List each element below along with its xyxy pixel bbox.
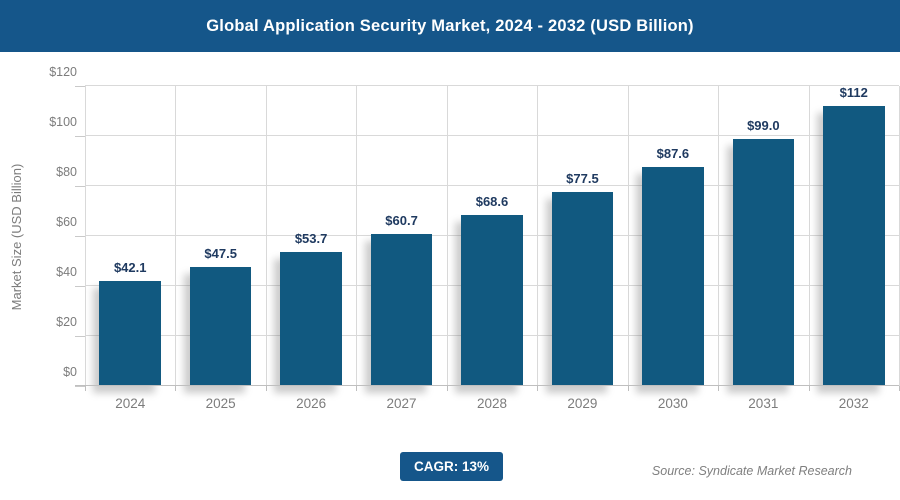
bar-2032: [823, 106, 885, 386]
h-gridline: [85, 85, 899, 86]
x-tick-mark: [265, 386, 267, 391]
bar-2025: [189, 267, 252, 386]
y-tick-mark: [75, 236, 85, 237]
cagr-badge: CAGR: 13%: [400, 452, 504, 481]
bar-value-label: $99.0: [747, 117, 780, 133]
bar-value-label: $68.6: [475, 193, 509, 209]
y-tick-label: $60: [56, 215, 77, 229]
y-tick-mark: [75, 86, 85, 87]
v-gridline: [446, 86, 448, 386]
chart-title: Global Application Security Market, 2024…: [206, 16, 694, 35]
x-axis-label: 2028: [476, 396, 507, 411]
bar-cell: $53.7: [266, 86, 356, 386]
y-tick-label: $0: [63, 365, 77, 379]
bar-cell: $47.5: [175, 86, 265, 386]
bar-value-label: $60.7: [385, 213, 418, 229]
bar-value-label: $77.5: [566, 171, 599, 187]
x-axis-label: 2025: [205, 396, 236, 411]
bar-cell: $99.0: [718, 86, 808, 386]
v-gridline: [537, 86, 539, 386]
x-tick-mark: [718, 386, 720, 391]
y-tick-mark: [75, 186, 85, 187]
h-gridline: [85, 135, 899, 136]
y-tick-mark: [75, 286, 85, 287]
x-axis-label: 2026: [296, 396, 327, 411]
y-tick-label: $80: [56, 165, 77, 179]
x-axis-labels: 2024 2025 2026 2027 2028 2029 2030 2031 2032: [85, 396, 899, 416]
y-tick-label: $100: [49, 115, 77, 129]
x-tick-mark: [356, 386, 358, 391]
x-axis-line: [75, 385, 899, 386]
x-axis-label: 2032: [838, 396, 869, 411]
bar-value-label: $42.1: [113, 259, 147, 275]
y-tick-label: $40: [56, 265, 77, 279]
x-tick-mark: [537, 386, 539, 391]
v-gridline: [85, 86, 86, 386]
v-gridline: [808, 86, 810, 386]
v-gridline: [265, 86, 267, 386]
x-axis-label: 2024: [115, 396, 146, 411]
v-gridline: [356, 86, 358, 386]
y-tick-label: $20: [56, 315, 77, 329]
v-gridline: [627, 86, 629, 386]
y-axis-ticks: $0 $20 $40 $60 $80 $100 $120: [20, 65, 77, 386]
x-axis-label: 2030: [657, 396, 688, 411]
x-tick-mark: [446, 386, 448, 391]
bar-cell: $77.5: [537, 86, 627, 386]
x-axis-label: 2027: [386, 396, 417, 411]
v-gridline: [718, 86, 720, 386]
h-gridline: [85, 185, 899, 186]
bar-cell: $68.6: [447, 86, 537, 386]
y-tick-mark: [75, 136, 85, 137]
x-tick-mark: [175, 386, 177, 391]
bar-2024: [99, 280, 161, 386]
bar-2029: [551, 192, 614, 386]
v-gridline: [175, 86, 177, 386]
chart-title-bar: Global Application Security Market, 2024…: [0, 0, 900, 52]
bar-2031: [732, 138, 795, 386]
source-attribution: Source: Syndicate Market Research: [651, 464, 852, 478]
x-tick-mark: [85, 386, 86, 391]
bar-cell: $112: [809, 85, 899, 386]
plot-area: $42.1 $47.5 $53.7 $60.7 $68.6 $77.5 $87.6 $99.0…: [75, 85, 900, 391]
bar-2026: [280, 251, 342, 386]
y-tick-mark: [75, 386, 85, 387]
bar-2027: [370, 234, 433, 386]
bar-2028: [461, 214, 523, 386]
x-axis-label: 2031: [748, 396, 779, 411]
bar-2030: [642, 167, 704, 386]
bar-cell: $42.1: [85, 86, 175, 386]
x-tick-mark: [808, 386, 810, 391]
bar-value-label: $112: [839, 85, 868, 100]
bar-cell: $60.7: [356, 86, 446, 386]
bar-value-label: $47.5: [204, 246, 237, 262]
bar-value-label: $87.6: [656, 146, 690, 161]
x-axis-label: 2029: [567, 396, 598, 411]
bar-cell: $87.6: [628, 86, 718, 386]
y-tick-mark: [75, 336, 85, 337]
x-tick-mark: [627, 386, 629, 391]
y-tick-label: $120: [49, 65, 77, 79]
bar-value-label: $53.7: [294, 230, 328, 246]
